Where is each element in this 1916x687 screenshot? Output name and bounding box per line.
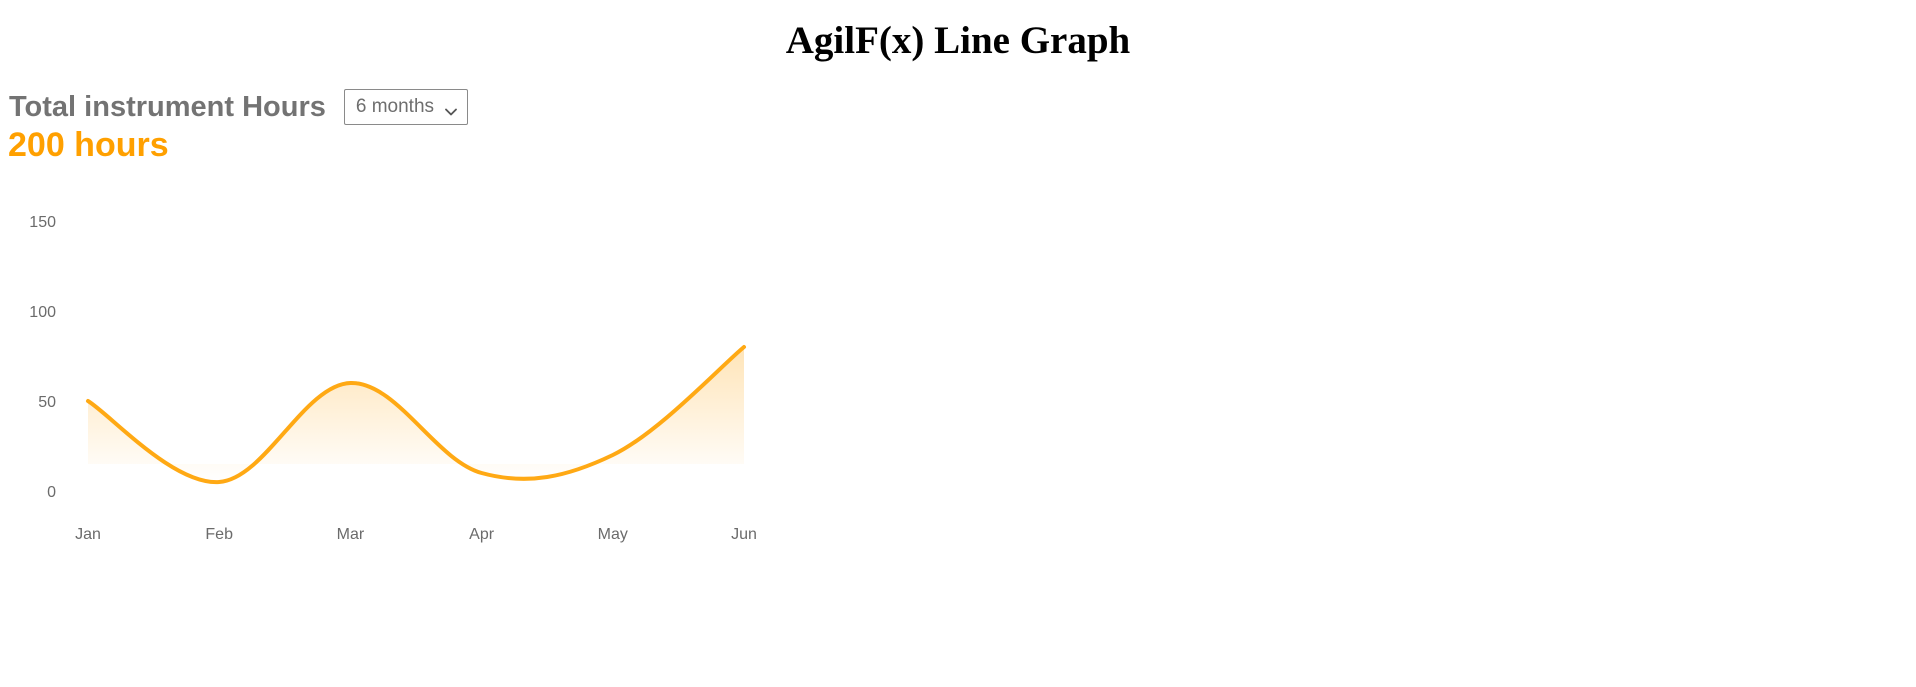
y-tick-label: 100: [29, 304, 56, 321]
line-chart: 0 50 100 150 Jan Feb Mar Apr May Jun: [29, 214, 757, 543]
chevron-down-icon: [444, 103, 457, 116]
time-range-select-value: 6 months: [355, 96, 435, 117]
series-area: [88, 347, 744, 483]
data-point: [86, 399, 90, 403]
x-tick-label: Mar: [337, 526, 365, 543]
page-title: AgilF(x) Line Graph: [785, 19, 1131, 62]
time-range-select[interactable]: 6 months: [343, 89, 468, 125]
data-point: [348, 381, 352, 385]
y-tick-label: 0: [47, 484, 56, 501]
total-hours-value: 200 hours: [8, 126, 169, 164]
metric-label: Total instrument Hours: [9, 90, 326, 123]
data-point: [611, 453, 615, 457]
x-tick-label: Jun: [731, 526, 757, 543]
series-line: [86, 345, 746, 485]
x-tick-label: Feb: [205, 526, 233, 543]
x-tick-label: Apr: [469, 526, 495, 543]
metric-header: Total instrument Hours 6 months: [9, 89, 468, 125]
x-tick-label: May: [598, 526, 628, 543]
data-point: [480, 471, 484, 475]
y-tick-label: 150: [29, 214, 56, 231]
x-tick-label: Jan: [75, 526, 101, 543]
data-point: [217, 480, 221, 484]
data-point: [742, 345, 746, 349]
y-tick-label: 50: [38, 394, 56, 411]
